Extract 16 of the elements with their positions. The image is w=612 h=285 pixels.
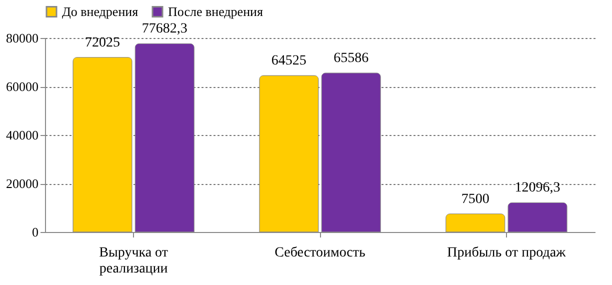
y-tick-label: 60000 <box>6 79 38 94</box>
legend-label: До внедрения <box>62 4 138 19</box>
legend-label: После внедрения <box>168 4 263 19</box>
x-tick-label: Себестоимость <box>274 246 366 260</box>
data-label: 65586 <box>334 50 369 66</box>
y-tick-label: 0 <box>32 224 38 240</box>
y-tick-label: 80000 <box>6 30 38 46</box>
y-tick-label: 40000 <box>6 128 38 142</box>
x-tick-label: Прибыль от продаж <box>447 246 566 260</box>
x-tick-label: Выручка от реализации <box>99 246 168 276</box>
data-label: 7500 <box>461 192 490 207</box>
y-tick-label: 20000 <box>6 176 38 191</box>
data-label: 72025 <box>84 35 120 50</box>
data-label: 12096,3 <box>514 180 560 196</box>
data-label: 77682,3 <box>142 22 188 37</box>
data-label: 64525 <box>271 54 306 69</box>
